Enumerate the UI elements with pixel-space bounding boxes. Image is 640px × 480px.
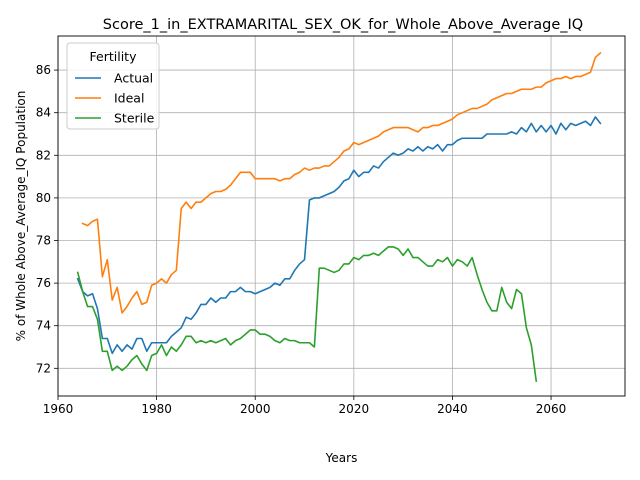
legend-label-actual: Actual (114, 71, 153, 86)
y-tick-label: 72 (36, 361, 51, 375)
y-tick-label: 80 (36, 191, 51, 205)
x-tick-label: 2020 (339, 402, 370, 416)
x-tick-label: 2060 (536, 402, 567, 416)
y-axis-label: % of Whole Above_Average_IQ Population (14, 91, 28, 342)
legend-box (66, 42, 160, 130)
x-tick-label: 2000 (240, 402, 271, 416)
plot-series (76, 51, 602, 382)
y-tick-label: 84 (36, 106, 51, 120)
y-tick-label: 78 (36, 233, 51, 247)
y-tick-label: 82 (36, 148, 51, 162)
legend-title: Fertility (90, 49, 138, 64)
series-line-ideal (81, 51, 602, 314)
x-axis-label: Years (325, 451, 358, 465)
y-tick-label: 76 (36, 276, 51, 290)
legend-label-sterile: Sterile (114, 111, 155, 126)
x-tick-label: 1980 (141, 402, 172, 416)
series-line-actual (76, 116, 602, 355)
grid (57, 36, 625, 396)
legend-label-ideal: Ideal (114, 91, 144, 106)
chart-title: Score_1_in_EXTRAMARITAL_SEX_OK_for_Whole… (103, 17, 583, 33)
legend-entries: Actual Ideal Sterile (75, 71, 155, 126)
x-tick-label: 1960 (43, 402, 74, 416)
plot-frame (57, 35, 626, 397)
y-tick-label: 74 (36, 319, 51, 333)
axis-ticks: 1960 1980 2000 2020 2040 2060 72 74 76 78 80 82 84 86 (36, 63, 567, 416)
x-tick-label: 2040 (437, 402, 468, 416)
legend: Fertility Actual Ideal Sterile (66, 42, 160, 130)
series-line-sterile (76, 246, 538, 382)
y-tick-label: 86 (36, 63, 51, 77)
